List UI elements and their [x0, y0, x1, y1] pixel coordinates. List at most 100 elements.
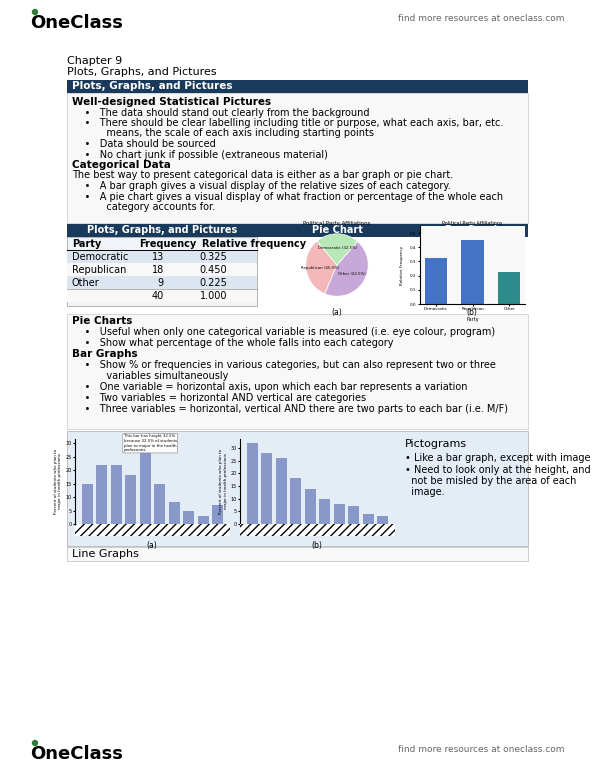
Text: Chapter 9: Chapter 9	[67, 56, 122, 66]
Bar	[67, 431, 528, 546]
Text: 1.000: 1.000	[199, 291, 227, 301]
Text: Pie Chart: Pie Chart	[312, 225, 362, 235]
Circle shape	[33, 9, 37, 15]
Circle shape	[33, 741, 37, 745]
Bar	[126, 475, 136, 524]
Bar	[348, 507, 359, 524]
Text: Republican (45.0%): Republican (45.0%)	[301, 266, 339, 270]
Bar	[425, 258, 447, 304]
Text: (b): (b)	[312, 541, 322, 550]
Text: Party: Party	[72, 239, 101, 249]
Text: 13: 13	[152, 252, 164, 262]
Wedge shape	[325, 242, 368, 296]
Text: •   Show % or frequencies in various categories, but can also represent two or t: • Show % or frequencies in various categ…	[72, 360, 496, 370]
Bar	[305, 489, 316, 524]
Text: image.: image.	[405, 487, 444, 497]
Bar	[247, 443, 258, 524]
Text: •   A bar graph gives a visual display of the relative sizes of each category.: • A bar graph gives a visual display of …	[72, 181, 451, 191]
Text: Republican: Republican	[72, 265, 126, 275]
Wedge shape	[317, 234, 358, 265]
Bar	[67, 263, 257, 276]
Bar	[320, 499, 330, 524]
Bar	[154, 484, 165, 524]
Text: The best way to present categorical data is either as a bar graph or pie chart.: The best way to present categorical data…	[72, 170, 453, 180]
Bar	[257, 224, 417, 237]
Bar	[96, 464, 107, 524]
Text: Other (22.5%): Other (22.5%)	[338, 272, 365, 276]
Bar	[111, 464, 122, 524]
Bar	[67, 314, 528, 429]
Bar	[67, 224, 257, 237]
Bar	[290, 478, 301, 524]
Text: category accounts for.: category accounts for.	[72, 202, 215, 212]
Bar	[276, 458, 287, 524]
Text: Pie Charts: Pie Charts	[72, 316, 132, 326]
Bar	[169, 502, 180, 524]
Text: 0.225: 0.225	[199, 278, 227, 288]
Text: 0.325: 0.325	[199, 252, 227, 262]
Bar	[67, 289, 257, 302]
Y-axis label: Percent of students who plan to
major in health professions: Percent of students who plan to major in…	[54, 449, 62, 514]
Text: •   Data should be sourced: • Data should be sourced	[72, 139, 216, 149]
Text: Plots, Graphs, and Pictures: Plots, Graphs, and Pictures	[87, 225, 237, 235]
Bar	[462, 240, 484, 304]
Bar	[67, 276, 257, 289]
Text: (a): (a)	[146, 541, 157, 550]
Text: Line Graphs: Line Graphs	[72, 549, 139, 559]
Text: Bar Graph: Bar Graph	[444, 225, 500, 235]
Title: Political Party Affiliations: Political Party Affiliations	[303, 221, 371, 226]
Text: •   Show what percentage of the whole falls into each category: • Show what percentage of the whole fall…	[72, 338, 393, 348]
Y-axis label: Relative Frequency: Relative Frequency	[400, 246, 405, 285]
Bar	[140, 443, 151, 524]
Wedge shape	[306, 241, 337, 293]
Bar	[212, 505, 223, 524]
Text: •   A pie chart gives a visual display of what fraction or percentage of the who: • A pie chart gives a visual display of …	[72, 192, 503, 202]
Text: Plots, Graphs, and Pictures: Plots, Graphs, and Pictures	[67, 67, 217, 77]
Text: Categorical Data: Categorical Data	[72, 160, 171, 170]
Bar	[82, 484, 93, 524]
Bar	[67, 250, 257, 263]
Y-axis label: Percent of students who plan to
major in health professions: Percent of students who plan to major in…	[219, 449, 227, 514]
Text: •   The data should stand out clearly from the background: • The data should stand out clearly from…	[72, 108, 369, 118]
Text: OneClass: OneClass	[30, 745, 123, 763]
Text: •   There should be clear labelling including title or purpose, what each axis, : • There should be clear labelling includ…	[72, 118, 503, 128]
Bar	[417, 224, 528, 237]
Text: 9: 9	[158, 278, 164, 288]
X-axis label: Party: Party	[466, 317, 479, 322]
Text: •   One variable = horizontal axis, upon which each bar represents a variation: • One variable = horizontal axis, upon w…	[72, 382, 468, 392]
Text: (a): (a)	[331, 308, 342, 317]
Bar	[198, 516, 208, 524]
Text: 40: 40	[152, 291, 164, 301]
Text: Pictograms: Pictograms	[405, 439, 467, 449]
Text: Bar Graphs: Bar Graphs	[72, 349, 137, 359]
Text: variables simultaneously: variables simultaneously	[72, 371, 228, 381]
Text: Plots, Graphs, and Pictures: Plots, Graphs, and Pictures	[72, 81, 233, 91]
Bar	[183, 511, 194, 524]
Text: Well-designed Statistical Pictures: Well-designed Statistical Pictures	[72, 97, 271, 107]
Text: Other: Other	[72, 278, 100, 288]
Bar	[498, 272, 520, 304]
X-axis label: Field of study: Field of study	[299, 527, 336, 532]
Text: Democratic: Democratic	[72, 252, 129, 262]
Bar	[334, 504, 345, 524]
Text: • Like a bar graph, except with image: • Like a bar graph, except with image	[405, 453, 590, 463]
Text: not be misled by the area of each: not be misled by the area of each	[405, 476, 577, 486]
Text: 18: 18	[152, 265, 164, 275]
Bar	[67, 93, 528, 223]
Bar	[67, 547, 528, 561]
Text: Relative frequency: Relative frequency	[202, 239, 306, 249]
Text: Frequency: Frequency	[139, 239, 196, 249]
Text: find more resources at oneclass.com: find more resources at oneclass.com	[399, 14, 565, 23]
Bar	[377, 517, 388, 524]
Bar	[363, 514, 374, 524]
Text: •   Useful when only one categorical variable is measured (i.e. eye colour, prog: • Useful when only one categorical varia…	[72, 327, 495, 337]
Text: •   Two variables = horizontal AND vertical are categories: • Two variables = horizontal AND vertica…	[72, 393, 366, 403]
Bar	[67, 237, 257, 306]
Text: means, the scale of each axis including starting points: means, the scale of each axis including …	[72, 129, 374, 139]
Text: OneClass: OneClass	[30, 14, 123, 32]
Bar	[67, 80, 528, 93]
Text: (b): (b)	[466, 308, 477, 317]
Text: •   Three variables = horizontal, vertical AND there are two parts to each bar (: • Three variables = horizontal, vertical…	[72, 404, 508, 414]
Text: find more resources at oneclass.com: find more resources at oneclass.com	[399, 745, 565, 754]
Text: • Need to look only at the height, and: • Need to look only at the height, and	[405, 465, 591, 475]
